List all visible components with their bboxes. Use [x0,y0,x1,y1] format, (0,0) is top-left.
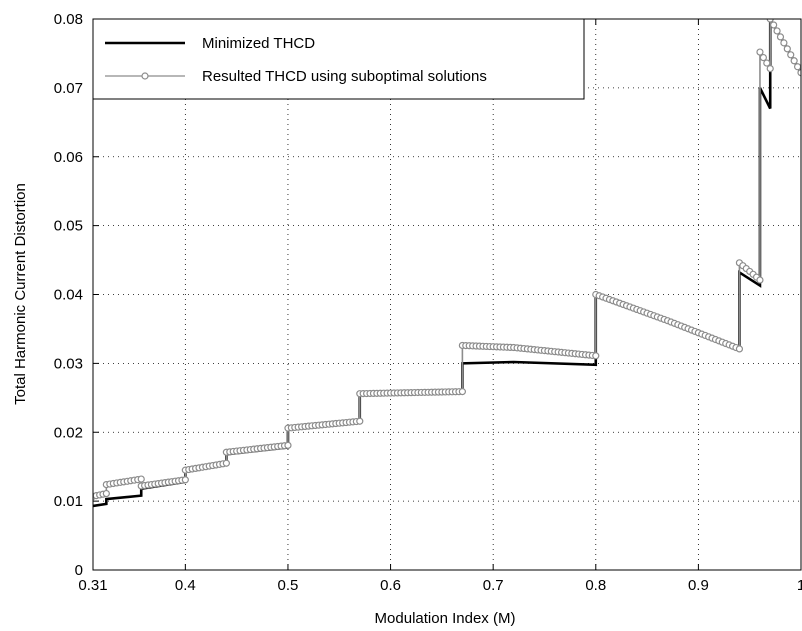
series-1 [93,19,801,500]
series-point [756,48,764,56]
series-point [790,57,798,65]
series-point [773,27,781,35]
legend-label-suboptimal: Resulted THCD using suboptimal solutions [202,68,487,85]
legend-swatch-suboptimal [105,72,185,80]
x-tick-label: 0.8 [585,577,606,594]
series-point [766,64,774,73]
series-point [137,475,145,483]
grid-lines [93,19,801,570]
x-tick-label: 0.4 [175,577,196,594]
y-tick-label: 0.05 [54,218,83,235]
x-axis-title: Modulation Index (M) [375,610,516,627]
series-point [776,33,785,41]
y-tick-label: 0.04 [54,287,83,304]
series-layer [93,19,801,508]
y-tick-label: 0 [75,562,83,579]
series-point [763,59,771,67]
legend-box [92,18,585,100]
x-tick-label: 0.9 [688,577,709,594]
series-point [783,45,791,53]
legend: Minimized THCD Resulted THCD using subop… [92,18,585,100]
y-tick-label: 0.03 [54,355,83,372]
series-point [793,63,801,71]
series-point [780,39,788,47]
series-point [756,276,764,284]
x-tick-label: 1 [797,577,802,594]
y-tick-label: 0.01 [54,493,83,510]
legend-label-minimized: Minimized THCD [202,35,315,52]
series-point [797,69,801,77]
y-tick-labels: 0 0.01 0.02 0.03 0.04 0.05 0.06 0.07 0.08 [54,11,83,579]
series-point [458,388,466,396]
series-point [592,352,600,360]
y-axis-title: Total Harmonic Current Distortion [12,183,29,405]
x-tick-labels: 0.31 0.4 0.5 0.6 0.7 0.8 0.9 1 [78,577,802,594]
series-point [770,21,778,29]
series-point [356,417,364,425]
plot-area [93,19,801,570]
x-tick-label: 0.6 [380,577,401,594]
series-point [759,53,767,62]
series-point [735,345,744,353]
x-tick-label: 0.31 [78,577,107,594]
series-point [181,476,189,484]
series-point [222,459,230,467]
series-point [787,51,795,59]
x-tick-label: 0.5 [278,577,299,594]
series-point [102,489,110,498]
y-tick-label: 0.08 [54,11,83,28]
series-point [766,19,774,23]
series-point [284,441,292,449]
y-tick-label: 0.02 [54,424,83,441]
y-tick-label: 0.06 [54,149,83,166]
y-tick-label: 0.07 [54,80,83,97]
x-tick-label: 0.7 [483,577,504,594]
